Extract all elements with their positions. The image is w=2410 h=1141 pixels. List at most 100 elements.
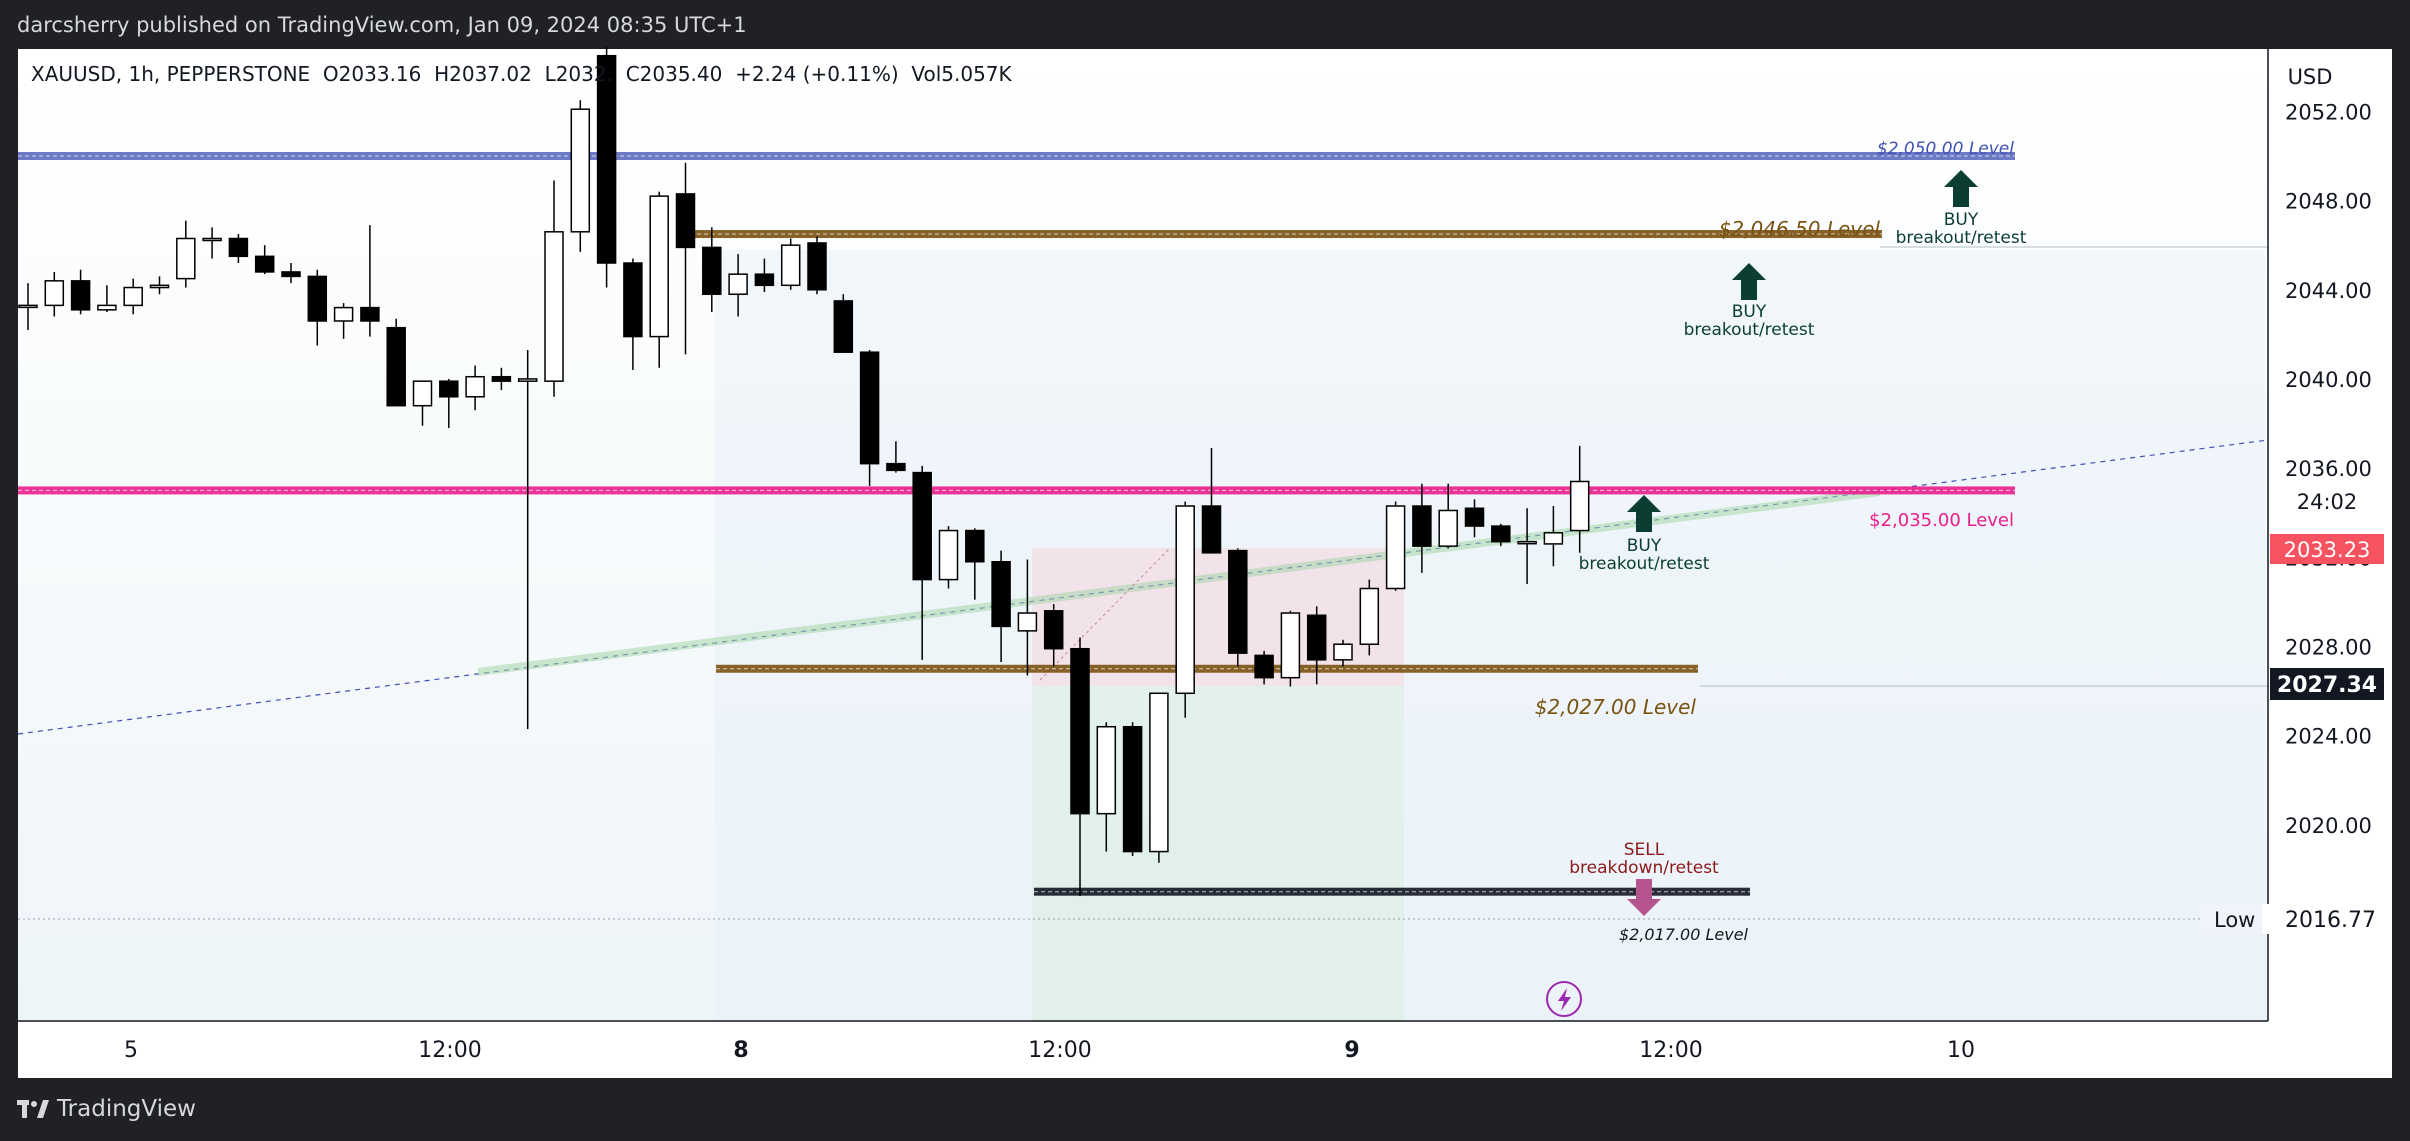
candle (702, 227, 722, 313)
level-label-2017: $2,017.00 Level (1619, 925, 1749, 944)
candle (1306, 606, 1327, 685)
diag-dotted-line (1039, 547, 1171, 681)
candle (886, 441, 906, 473)
tradingview-logo[interactable]: TradingView (17, 1096, 196, 1122)
candle-body (1517, 540, 1537, 545)
candle-body (675, 193, 696, 249)
x-tick-label: 10 (1947, 1038, 1975, 1063)
low-value: 2016.77 (2285, 908, 2376, 933)
candle (149, 276, 170, 295)
y-tick-label: 2052.00 (2285, 100, 2372, 124)
currency-label: USD (2288, 65, 2333, 89)
candle-body (202, 237, 222, 242)
candle (18, 283, 38, 330)
candle (254, 245, 275, 275)
candle (912, 465, 932, 660)
candle-body (176, 237, 196, 280)
candle (360, 225, 380, 337)
candle (649, 191, 669, 368)
candle (596, 46, 617, 288)
candle (728, 254, 748, 317)
x-tick-label: 12:00 (1639, 1038, 1702, 1063)
candle-body (1438, 509, 1458, 547)
candle-body (1333, 643, 1353, 661)
zone-shade (715, 250, 2265, 1021)
candle-body (544, 231, 564, 382)
candle-body (360, 306, 380, 322)
candle-body (281, 271, 301, 278)
candle (97, 285, 117, 313)
y-tick-label: 2044.00 (2285, 279, 2372, 303)
tradingview-logo-icon (17, 1100, 49, 1118)
candle-body (623, 262, 643, 338)
legend-change: +2.24 (+0.11%) (735, 62, 899, 86)
candle (754, 258, 775, 292)
candle (123, 278, 143, 315)
candle (1464, 499, 1485, 538)
buy-arrow-icon (1732, 263, 1766, 300)
candle-body (1070, 647, 1090, 815)
candle (544, 180, 564, 397)
countdown-text: 24:02 (2297, 490, 2358, 514)
candle-body (649, 195, 669, 338)
legend-volume: Vol5.057K (911, 62, 1012, 86)
candle-body (1359, 587, 1380, 645)
candle (1201, 448, 1222, 554)
candle (70, 269, 91, 315)
symbol-legend: XAUUSD, 1h, PEPPERSTONE O2033.16 H2037.0… (31, 62, 1012, 86)
buy-label-1: BUY (1944, 210, 1979, 230)
y-tick-label: 2020.00 (2285, 814, 2372, 838)
legend-symbol[interactable]: XAUUSD, 1h, PEPPERSTONE (31, 62, 311, 86)
candle-body (1149, 692, 1169, 853)
candle (1543, 506, 1564, 567)
candle-body (1201, 505, 1222, 554)
buy-arrow-icon (1627, 495, 1661, 532)
candle (1385, 501, 1406, 591)
tradingview-brand: TradingView (57, 1096, 196, 1122)
crosshair-price-tag (2270, 668, 2384, 700)
candle-body (439, 380, 459, 398)
candle-body (859, 351, 880, 465)
buy-sub-2: breakout/retest (1684, 320, 1815, 340)
publish-info: darcsherry published on TradingView.com,… (17, 13, 747, 37)
candle-body (570, 108, 591, 233)
candle-body (596, 54, 617, 264)
candle-body (97, 304, 117, 311)
candle-body (307, 275, 328, 322)
candle-body (1543, 532, 1564, 545)
candle (1438, 483, 1458, 549)
candle-body (728, 273, 748, 295)
candle-body (780, 244, 801, 287)
candle (675, 162, 696, 355)
candle-body (1491, 525, 1511, 543)
zone-long-box (1032, 686, 1404, 1021)
sell-sub: breakdown/retest (1569, 858, 1719, 878)
candle-body (833, 300, 854, 353)
candle-body (70, 280, 91, 311)
candle-body (1043, 610, 1064, 650)
candle (333, 303, 354, 339)
candle-body (1228, 549, 1248, 654)
candle-body (1569, 480, 1590, 532)
candle (1491, 523, 1511, 547)
legend-low: L2032. (544, 62, 613, 86)
candle-body (1254, 654, 1274, 679)
candle (491, 367, 512, 391)
candle (307, 269, 328, 346)
candle-body (1017, 612, 1038, 632)
x-tick-label: 5 (124, 1038, 138, 1063)
legend-close: C2035.40 (625, 62, 723, 86)
sell-arrow-icon (1627, 879, 1661, 916)
buy-label-2: BUY (1732, 302, 1767, 322)
candle-body (386, 326, 406, 407)
top-bar: darcsherry published on TradingView.com,… (0, 0, 2410, 49)
y-tick-label: 2028.00 (2285, 635, 2372, 659)
candle-body (1385, 505, 1406, 590)
current-price-text: 2033.23 (2284, 538, 2371, 562)
candle-body (254, 255, 275, 273)
candle (1175, 501, 1195, 718)
candle (412, 380, 433, 426)
candle-body (912, 471, 932, 581)
candle (386, 318, 406, 407)
